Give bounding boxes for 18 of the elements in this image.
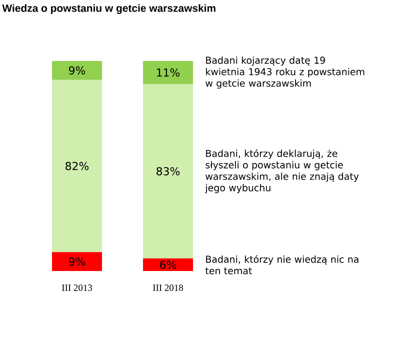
bar [52, 252, 102, 271]
chart-title: Wiedza o powstaniu w getcie warszawskim [2, 4, 216, 14]
x-tick-label: III 2018 [152, 284, 184, 291]
data-label: 9% [68, 257, 86, 266]
series-label: Badani kojarzący datę 19 kwietnia 1943 roku z powstaniem w getcie warszawskim [206, 56, 364, 89]
bar [143, 84, 194, 258]
data-label: 11% [157, 68, 180, 77]
bar [143, 60, 194, 84]
series-label: Badani, którzy nie wiedzą nic na ten temat [205, 255, 358, 274]
data-label: 82% [66, 162, 89, 170]
bar [52, 60, 102, 80]
series-label: Badani, którzy deklarują, że słyszeli o powstaniu w getcie warszawskim, ale nie znają daty jego wybuchu [205, 149, 359, 194]
bar [52, 80, 102, 252]
data-label: 83% [156, 167, 180, 176]
x-tick-label: III 2013 [62, 284, 92, 291]
data-label: 6% [160, 260, 176, 269]
bar [143, 258, 194, 271]
data-label: 9% [68, 66, 86, 75]
